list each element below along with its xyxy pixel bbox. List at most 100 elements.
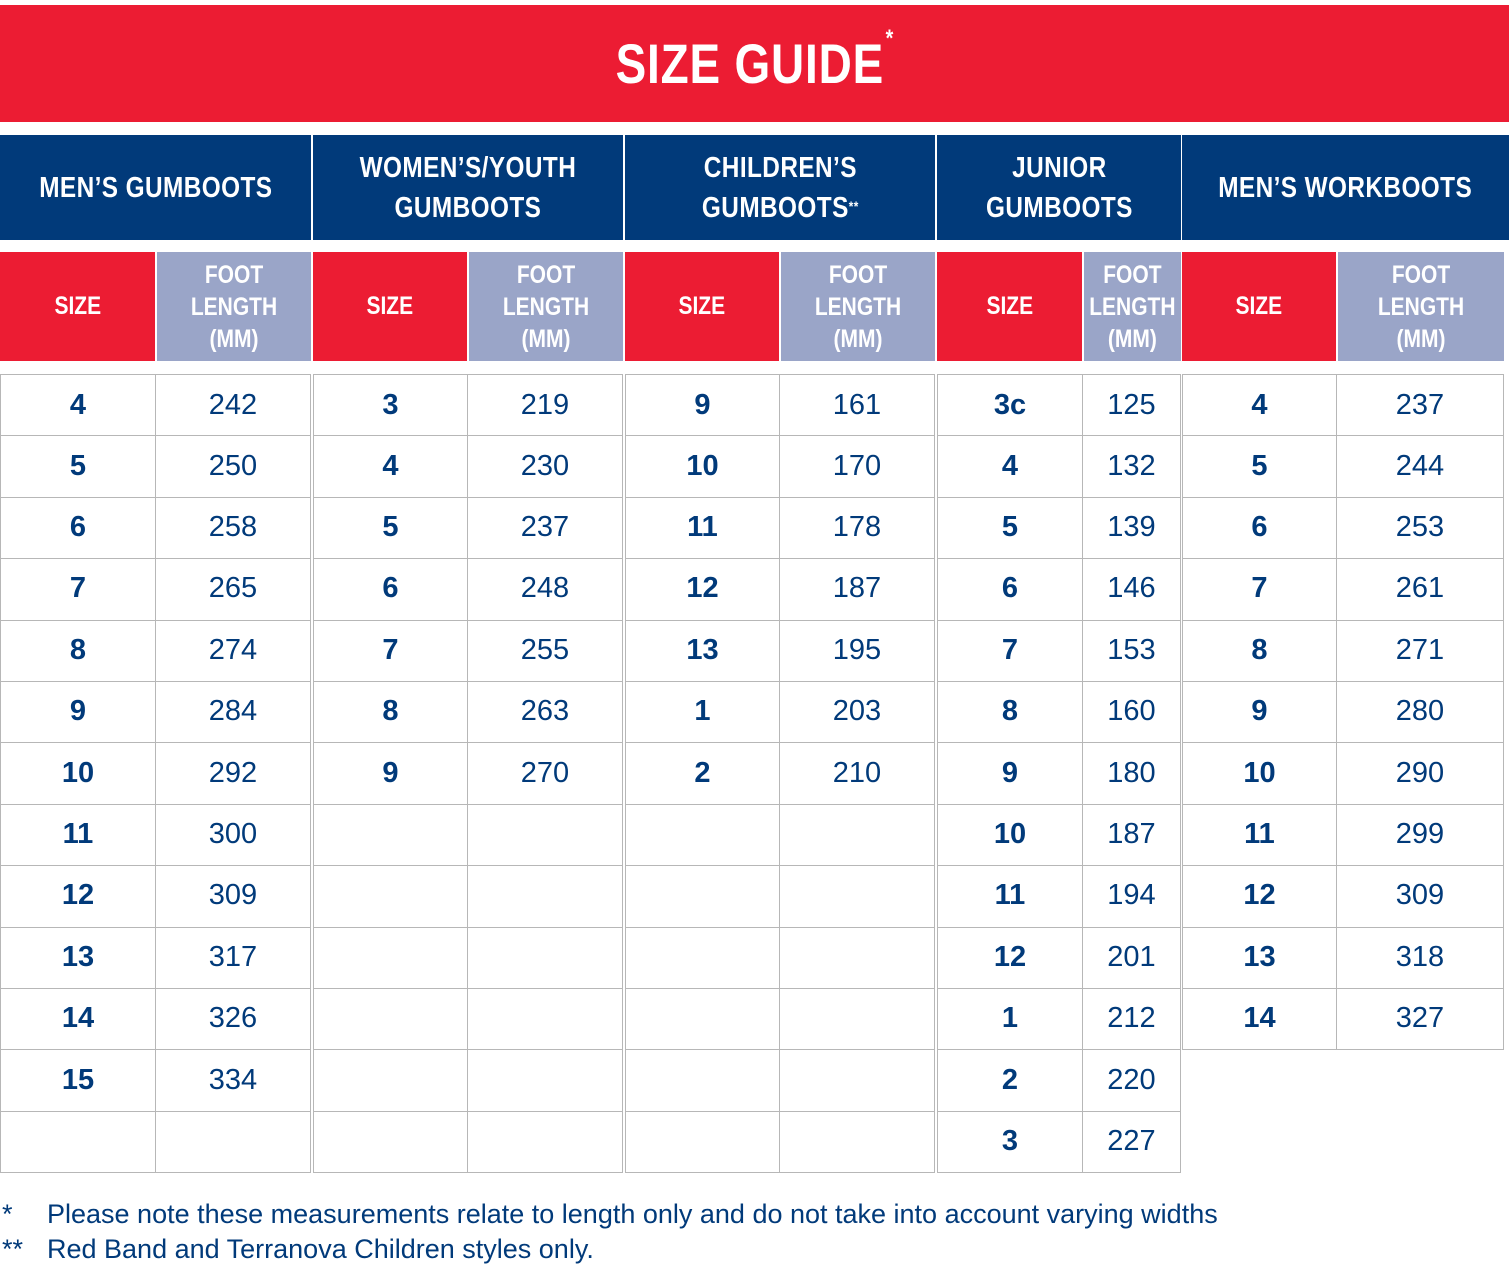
- size-cell: 4: [1182, 374, 1337, 437]
- size-cell: 7: [937, 619, 1083, 682]
- foot-length-cell: [780, 1110, 935, 1174]
- category-header-label: CHILDREN’S GUMBOOTS**: [701, 151, 859, 224]
- size-cell: [313, 988, 468, 1051]
- foot-length-cell: 180: [1083, 742, 1181, 805]
- foot-length-cell: 212: [1083, 988, 1181, 1051]
- foot-length-cell: 194: [1083, 865, 1181, 928]
- size-column-header: SIZE: [937, 252, 1082, 361]
- size-cell: 10: [1182, 742, 1337, 805]
- foot-length-cell: 146: [1083, 558, 1181, 621]
- size-cell: [625, 1110, 780, 1174]
- footnote-row: * Please note these measurements relate …: [0, 1197, 1509, 1232]
- size-cell: 14: [0, 988, 156, 1051]
- size-cell: 15: [0, 1049, 156, 1112]
- category-header-label: JUNIOR GUMBOOTS: [985, 151, 1133, 224]
- size-cell: 5: [1182, 435, 1337, 498]
- foot-length-column-header: FOOT LENGTH (MM): [469, 252, 623, 361]
- footnote-row: ** Red Band and Terranova Children style…: [0, 1232, 1509, 1267]
- foot-length-cell: 237: [468, 496, 623, 560]
- size-cell: 6: [313, 558, 468, 621]
- foot-length-cell: 203: [780, 681, 935, 744]
- size-column-label: SIZE: [986, 292, 1033, 320]
- size-cell: 8: [313, 681, 468, 744]
- foot-length-cell: [468, 1049, 623, 1112]
- page-title-text: SIZE GUIDE: [615, 32, 884, 95]
- foot-length-cell: 318: [1337, 926, 1504, 989]
- foot-length-cell: 219: [468, 374, 623, 437]
- foot-length-cell: 265: [156, 558, 311, 621]
- foot-length-cell: 326: [156, 988, 311, 1051]
- size-cell: 7: [1182, 558, 1337, 621]
- size-cell: 5: [937, 496, 1083, 560]
- foot-length-cell: [780, 1049, 935, 1112]
- size-cell: 11: [1182, 803, 1337, 867]
- size-cell: 6: [0, 496, 156, 560]
- foot-length-cell: 309: [156, 865, 311, 928]
- foot-length-cell: 230: [468, 435, 623, 498]
- foot-length-cell: 125: [1083, 374, 1181, 437]
- foot-length-cell: 261: [1337, 558, 1504, 621]
- category-header-label: MEN’S WORKBOOTS: [1218, 171, 1473, 204]
- size-cell: [625, 988, 780, 1051]
- foot-length-cell: 334: [156, 1049, 311, 1112]
- size-cell: 9: [313, 742, 468, 805]
- foot-length-cell: [468, 803, 623, 867]
- size-cell: 6: [937, 558, 1083, 621]
- foot-length-cell: 290: [1337, 742, 1504, 805]
- size-cell: 10: [0, 742, 156, 805]
- foot-length-cell: 195: [780, 619, 935, 682]
- foot-length-cell: 210: [780, 742, 935, 805]
- size-column-header: SIZE: [1182, 252, 1336, 361]
- size-cell: 4: [313, 435, 468, 498]
- size-column-header: SIZE: [0, 252, 155, 361]
- category-header-label: WOMEN’S/YOUTH GUMBOOTS: [359, 151, 577, 224]
- foot-length-column-header: FOOT LENGTH (MM): [781, 252, 935, 361]
- footnote-text: Please note these measurements relate to…: [47, 1199, 1218, 1229]
- category-header: MEN’S GUMBOOTS: [0, 135, 311, 240]
- size-cell: 2: [937, 1049, 1083, 1112]
- size-cell: 7: [0, 558, 156, 621]
- size-cell: 8: [1182, 619, 1337, 682]
- size-cell: 6: [1182, 496, 1337, 560]
- footnote-text: Red Band and Terranova Children styles o…: [47, 1234, 594, 1264]
- page-title: SIZE GUIDE*: [615, 25, 894, 96]
- foot-length-cell: 271: [1337, 619, 1504, 682]
- foot-length-column-header: FOOT LENGTH (MM): [1084, 252, 1181, 361]
- foot-length-cell: 237: [1337, 374, 1504, 437]
- foot-length-cell: 244: [1337, 435, 1504, 498]
- size-cell: 4: [937, 435, 1083, 498]
- size-cell: 14: [1182, 988, 1337, 1051]
- footnote-marker: **: [2, 1234, 24, 1264]
- size-column-header: SIZE: [313, 252, 467, 361]
- size-cell: [625, 1049, 780, 1112]
- size-cell: [0, 1110, 156, 1174]
- size-cell: 1: [625, 681, 780, 744]
- foot-length-cell: 220: [1083, 1049, 1181, 1112]
- footnote-marker: *: [2, 1199, 13, 1229]
- foot-length-cell: 284: [156, 681, 311, 744]
- size-cell: 9: [625, 374, 780, 437]
- foot-length-cell: 170: [780, 435, 935, 498]
- foot-length-cell: 250: [156, 435, 311, 498]
- foot-length-cell: 248: [468, 558, 623, 621]
- size-cell: 3c: [937, 374, 1083, 437]
- foot-length-cell: 187: [1083, 803, 1181, 867]
- foot-length-cell: 227: [1083, 1110, 1181, 1174]
- foot-length-cell: 160: [1083, 681, 1181, 744]
- foot-length-column-header: FOOT LENGTH (MM): [157, 252, 311, 361]
- size-cell: 11: [0, 803, 156, 867]
- foot-length-cell: 153: [1083, 619, 1181, 682]
- foot-length-column-label: FOOT LENGTH (MM): [190, 260, 278, 353]
- foot-length-cell: [468, 988, 623, 1051]
- size-cell: 13: [625, 619, 780, 682]
- foot-length-cell: [780, 926, 935, 989]
- foot-length-cell: [468, 926, 623, 989]
- foot-length-cell: 299: [1337, 803, 1504, 867]
- size-cell: 5: [0, 435, 156, 498]
- size-cell: 9: [0, 681, 156, 744]
- foot-length-cell: [780, 803, 935, 867]
- size-cell: 10: [625, 435, 780, 498]
- size-cell: [313, 1049, 468, 1112]
- size-cell: 11: [937, 865, 1083, 928]
- category-header: MEN’S WORKBOOTS: [1182, 135, 1509, 240]
